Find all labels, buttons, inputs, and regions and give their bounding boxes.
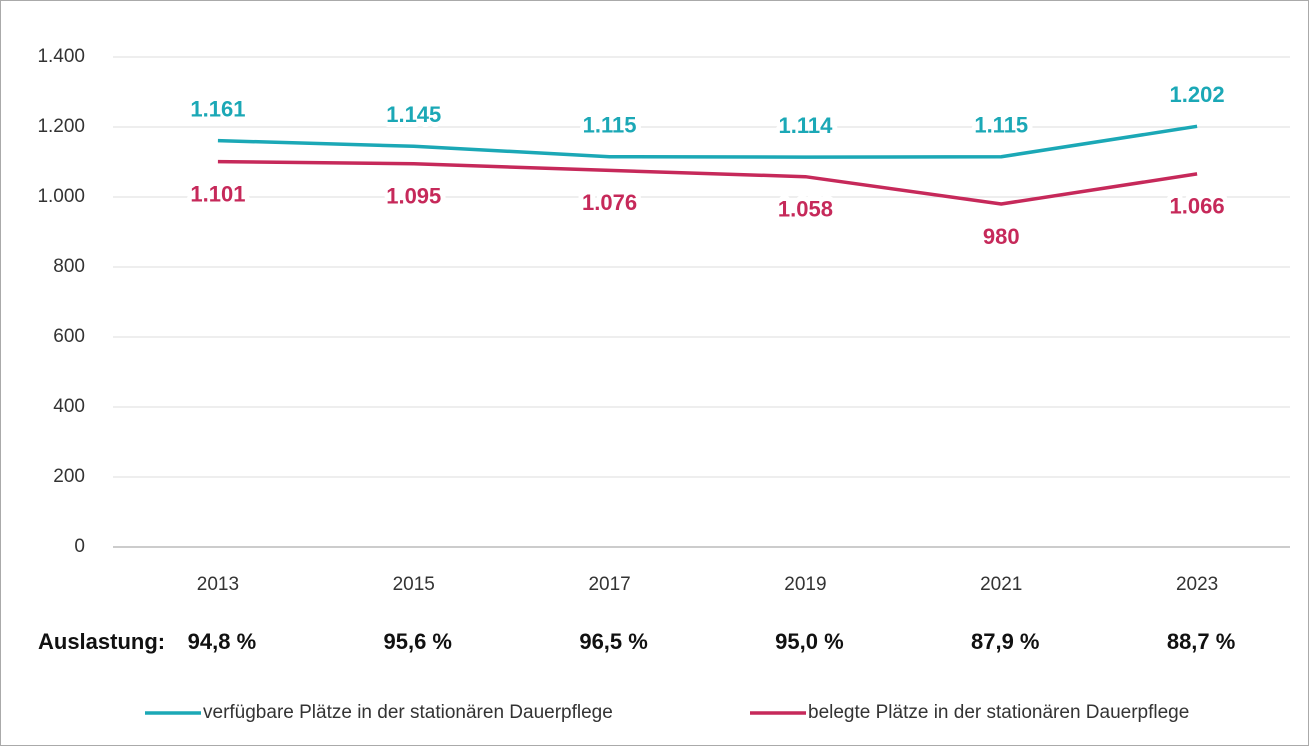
x-tick-label: 2017 [588, 574, 630, 595]
data-label: 1.101 [190, 181, 245, 206]
x-tick-label: 2021 [980, 574, 1022, 595]
data-label: 1.145 [386, 102, 441, 127]
x-tick-label: 2019 [784, 574, 826, 595]
data-label: 1.161 [190, 96, 245, 121]
legend-label: verfügbare Plätze in der stationären Dau… [203, 702, 613, 723]
data-label: 1.095 [386, 184, 441, 209]
y-tick-label: 800 [53, 256, 85, 277]
data-label: 1.058 [778, 197, 833, 222]
data-label: 1.115 [583, 113, 637, 138]
data-label: 1.202 [1170, 82, 1225, 107]
data-label: 1.066 [1170, 194, 1225, 219]
y-tick-label: 1.000 [37, 186, 85, 207]
utilization-value: 96,5 % [579, 629, 648, 654]
utilization-value: 87,9 % [971, 629, 1040, 654]
utilization-value: 94,8 % [188, 629, 257, 654]
legend-label: belegte Plätze in der stationären Dauerp… [808, 702, 1189, 723]
y-tick-label: 0 [74, 536, 85, 557]
data-label: 1.076 [582, 190, 637, 215]
x-tick-label: 2013 [197, 574, 239, 595]
utilization-value: 95,6 % [384, 629, 453, 654]
y-tick-label: 1.400 [37, 46, 85, 67]
y-tick-label: 200 [53, 466, 85, 487]
series-line [217, 159, 1198, 206]
data-label: 980 [983, 224, 1020, 249]
y-tick-label: 600 [53, 326, 85, 347]
data-label: 1.115 [974, 113, 1028, 138]
y-tick-label: 1.200 [37, 116, 85, 137]
x-tick-label: 2023 [1176, 574, 1218, 595]
utilization-label: Auslastung: [38, 629, 165, 654]
data-label: 1.114 [778, 113, 833, 138]
utilization-value: 88,7 % [1167, 629, 1236, 654]
y-tick-label: 400 [53, 396, 85, 417]
x-tick-label: 2015 [393, 574, 435, 595]
utilization-value: 95,0 % [775, 629, 844, 654]
series-line [217, 124, 1198, 159]
